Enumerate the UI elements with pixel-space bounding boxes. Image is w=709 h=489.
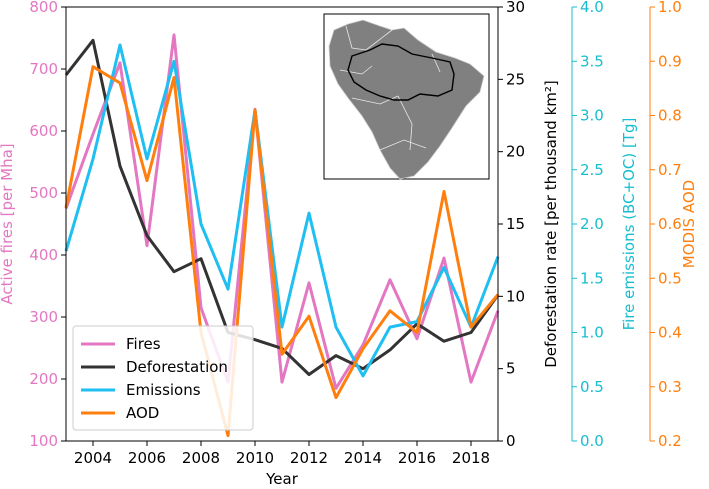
deforestation-tick-label: 15 [506, 215, 525, 233]
aod-tick-label: 0.8 [658, 107, 682, 125]
aod-tick-label: 0.6 [658, 215, 682, 233]
x-tick-label: 2008 [182, 449, 220, 467]
aod-tick-label: 0.7 [658, 161, 682, 179]
legend-box [72, 325, 254, 431]
deforestation-axis-label: Deforestation rate [per thousand km²] [542, 80, 560, 368]
amazon-region-outline [347, 43, 455, 101]
aod-tick-label: 0.9 [658, 52, 682, 70]
x-tick-label: 2018 [452, 449, 490, 467]
country-border [339, 65, 373, 75]
fires-tick-label: 200 [29, 370, 58, 388]
country-border [345, 25, 367, 51]
emissions-tick-label: 4.0 [580, 0, 604, 16]
legend-label-aod: AOD [126, 404, 159, 422]
emissions-tick-label: 3.0 [580, 107, 604, 125]
deforestation-tick-label: 10 [506, 287, 525, 305]
emissions-tick-label: 1.0 [580, 324, 604, 342]
deforestation-tick-label: 20 [506, 143, 525, 161]
series-layer [64, 33, 500, 438]
x-tick-label: 2014 [344, 449, 382, 467]
country-border [365, 29, 393, 51]
country-border [397, 95, 413, 151]
aod-tick-label: 1.0 [658, 0, 682, 16]
emissions-tick-label: 2.5 [580, 161, 604, 179]
aod-tick-label: 0.2 [658, 432, 682, 450]
deforestation-tick-label: 30 [506, 0, 525, 16]
emissions-tick-label: 2.0 [580, 215, 604, 233]
country-border [431, 53, 441, 73]
country-border [379, 139, 427, 151]
x-tick-label: 2012 [290, 449, 328, 467]
emissions-tick-label: 0.0 [580, 432, 604, 450]
country-border [351, 95, 399, 105]
x-axis-label: Year [265, 470, 299, 488]
fires-axis-label: Active fires [per Mha] [0, 143, 16, 304]
aod-axis-label: MODIS AOD [680, 180, 698, 268]
inset-map [323, 13, 490, 180]
aod-tick-label: 0.5 [658, 269, 682, 287]
fires-tick-label: 500 [29, 184, 58, 202]
emissions-tick-label: 1.5 [580, 269, 604, 287]
deforestation-tick-label: 0 [506, 432, 516, 450]
legend: Fires Deforestation Emissions AOD [72, 325, 254, 431]
fires-tick-label: 700 [29, 60, 58, 78]
legend-label-fires: Fires [126, 335, 161, 353]
emissions-tick-label: 0.5 [580, 378, 604, 396]
fires-tick-label: 600 [29, 122, 58, 140]
emissions-axis-label: Fire emissions (BC+OC) [Tg] [620, 118, 638, 331]
x-tick-label: 2004 [74, 449, 112, 467]
emissions-tick-label: 3.5 [580, 52, 604, 70]
fires-tick-label: 400 [29, 246, 58, 264]
x-tick-label: 2006 [128, 449, 166, 467]
fires-tick-label: 300 [29, 308, 58, 326]
fires-tick-label: 100 [29, 432, 58, 450]
deforestation-tick-label: 25 [506, 70, 525, 88]
legend-label-emissions: Emissions [126, 381, 201, 399]
fires-tick-label: 800 [29, 0, 58, 16]
deforestation-tick-label: 5 [506, 360, 516, 378]
x-tick-label: 2016 [398, 449, 436, 467]
aod-tick-label: 0.3 [658, 378, 682, 396]
aod-tick-label: 0.4 [658, 324, 682, 342]
x-tick-label: 2010 [236, 449, 274, 467]
legend-label-deforestation: Deforestation [126, 358, 228, 376]
